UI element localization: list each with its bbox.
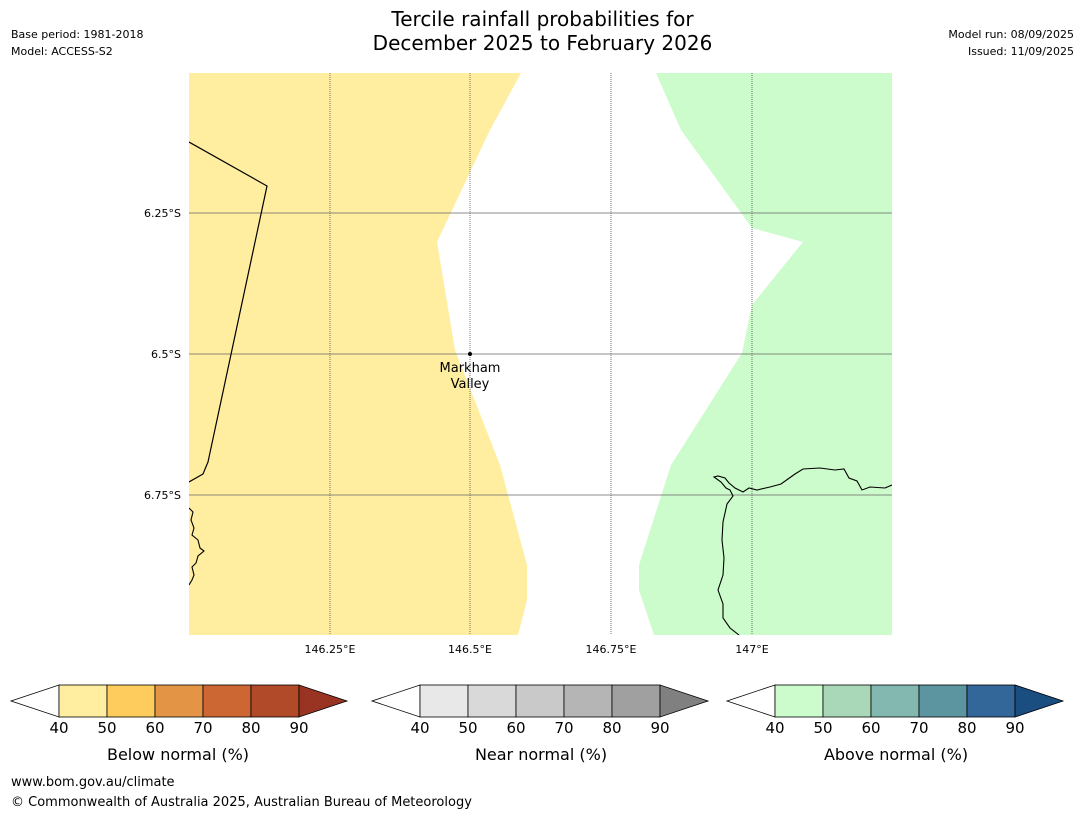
colorbar-near-normal-segment-4: [563, 684, 613, 718]
chart-title: Tercile rainfall probabilities for Decem…: [0, 7, 1085, 55]
colorbar-above-normal-max-extension: [1014, 684, 1065, 718]
colorbar-above-normal-tick-40: 40: [765, 719, 784, 737]
colorbar-above-normal-tick-50: 50: [813, 719, 832, 737]
colorbar-above-normal-min-extension: [725, 684, 776, 718]
colorbar-near-normal-tick-40: 40: [410, 719, 429, 737]
place-label-line1: Markham: [440, 361, 501, 376]
lon-label-147: 147°E: [735, 643, 768, 656]
colorbar-near-normal-segment-3: [515, 684, 565, 718]
colorbar-near-normal-segment-2: [467, 684, 517, 718]
colorbars: 40 50 60 70 80 90 40 50 60 70 80 90 40 50 60 70 80 90: [9, 684, 1065, 737]
colorbar-below-normal-tick-50: 50: [97, 719, 116, 737]
colorbar-below-normal-segment-1: [58, 684, 108, 718]
lat-label-6-25: 6.25°S: [144, 207, 181, 220]
markham-valley-point: [468, 352, 472, 356]
parallels: [189, 212, 892, 496]
colorbar-above-normal-segment-5: [966, 684, 1016, 718]
colorbar-above-normal: 40 50 60 70 80 90: [725, 684, 1065, 737]
colorbar-below-normal-segment-4: [202, 684, 252, 718]
coastline-east: [712, 467, 892, 635]
colorbar-below-normal-segment-2: [106, 684, 156, 718]
model-run-text: Model run: 08/09/2025: [948, 28, 1074, 41]
colorbar-near-normal-tick-90: 90: [650, 719, 669, 737]
colorbar-above-normal-segment-3: [870, 684, 920, 718]
colorbar-title-below-normal: Below normal (%): [106, 745, 250, 764]
lon-tick-labels: 146.25°E 146.5°E 146.75°E 147°E: [305, 643, 769, 656]
footer-copyright: © Commonwealth of Australia 2025, Austra…: [11, 795, 472, 810]
issued-text: Issued: 11/09/2025: [967, 45, 1074, 58]
title-line-1: Tercile rainfall probabilities for: [391, 7, 694, 31]
lat-tick-labels: 6.25°S 6.5°S 6.75°S: [144, 207, 181, 502]
border-line: [189, 141, 268, 483]
colorbar-above-normal-tick-90: 90: [1005, 719, 1024, 737]
colorbar-near-normal-tick-80: 80: [602, 719, 621, 737]
colorbar-near-normal-min-extension: [370, 684, 421, 718]
colorbar-below-normal: 40 50 60 70 80 90: [9, 684, 349, 737]
colorbar-below-normal-tick-80: 80: [241, 719, 260, 737]
colorbar-near-normal-max-extension: [659, 684, 710, 718]
colorbar-above-normal-tick-60: 60: [861, 719, 880, 737]
colorbar-above-normal-segment-2: [822, 684, 872, 718]
colorbar-above-normal-segment-1: [774, 684, 824, 718]
meta-left: Base period: 1981-2018 Model: ACCESS-S2: [11, 26, 143, 60]
colorbar-near-normal-segment-5: [611, 684, 661, 718]
lon-label-146-25: 146.25°E: [305, 643, 356, 656]
colorbar-near-normal-tick-60: 60: [506, 719, 525, 737]
colorbar-below-normal-tick-90: 90: [289, 719, 308, 737]
colorbar-below-normal-segment-5: [250, 684, 300, 718]
title-line-2: December 2025 to February 2026: [372, 31, 713, 55]
colorbar-near-normal-tick-70: 70: [554, 719, 573, 737]
colorbar-below-normal-max-extension: [298, 684, 349, 718]
colorbar-title-above-normal: Above normal (%): [823, 745, 969, 764]
meta-right: Model run: 08/09/2025 Issued: 11/09/2025: [948, 26, 1074, 60]
model-text: Model: ACCESS-S2: [11, 45, 113, 58]
place-label-line2: Valley: [451, 377, 490, 392]
colorbar-below-normal-tick-40: 40: [49, 719, 68, 737]
colorbar-near-normal-segment-1: [419, 684, 469, 718]
lon-label-146-5: 146.5°E: [448, 643, 492, 656]
colorbar-near-normal: 40 50 60 70 80 90: [370, 684, 710, 737]
coastline-west: [189, 507, 205, 586]
colorbar-near-normal-tick-50: 50: [458, 719, 477, 737]
colorbar-below-normal-tick-60: 60: [145, 719, 164, 737]
colorbar-above-normal-tick-70: 70: [909, 719, 928, 737]
colorbar-below-normal-min-extension: [9, 684, 60, 718]
map-area: [189, 73, 892, 635]
lat-label-6-5: 6.5°S: [151, 348, 181, 361]
lon-label-146-75: 146.75°E: [586, 643, 637, 656]
colorbar-below-normal-tick-70: 70: [193, 719, 212, 737]
colorbar-above-normal-tick-80: 80: [957, 719, 976, 737]
colorbar-above-normal-segment-4: [918, 684, 968, 718]
base-period-text: Base period: 1981-2018: [11, 28, 144, 41]
lat-label-6-75: 6.75°S: [144, 489, 181, 502]
colorbar-below-normal-segment-3: [154, 684, 204, 718]
colorbar-title-near-normal: Near normal (%): [474, 745, 608, 764]
footer-url: www.bom.gov.au/climate: [11, 775, 175, 790]
